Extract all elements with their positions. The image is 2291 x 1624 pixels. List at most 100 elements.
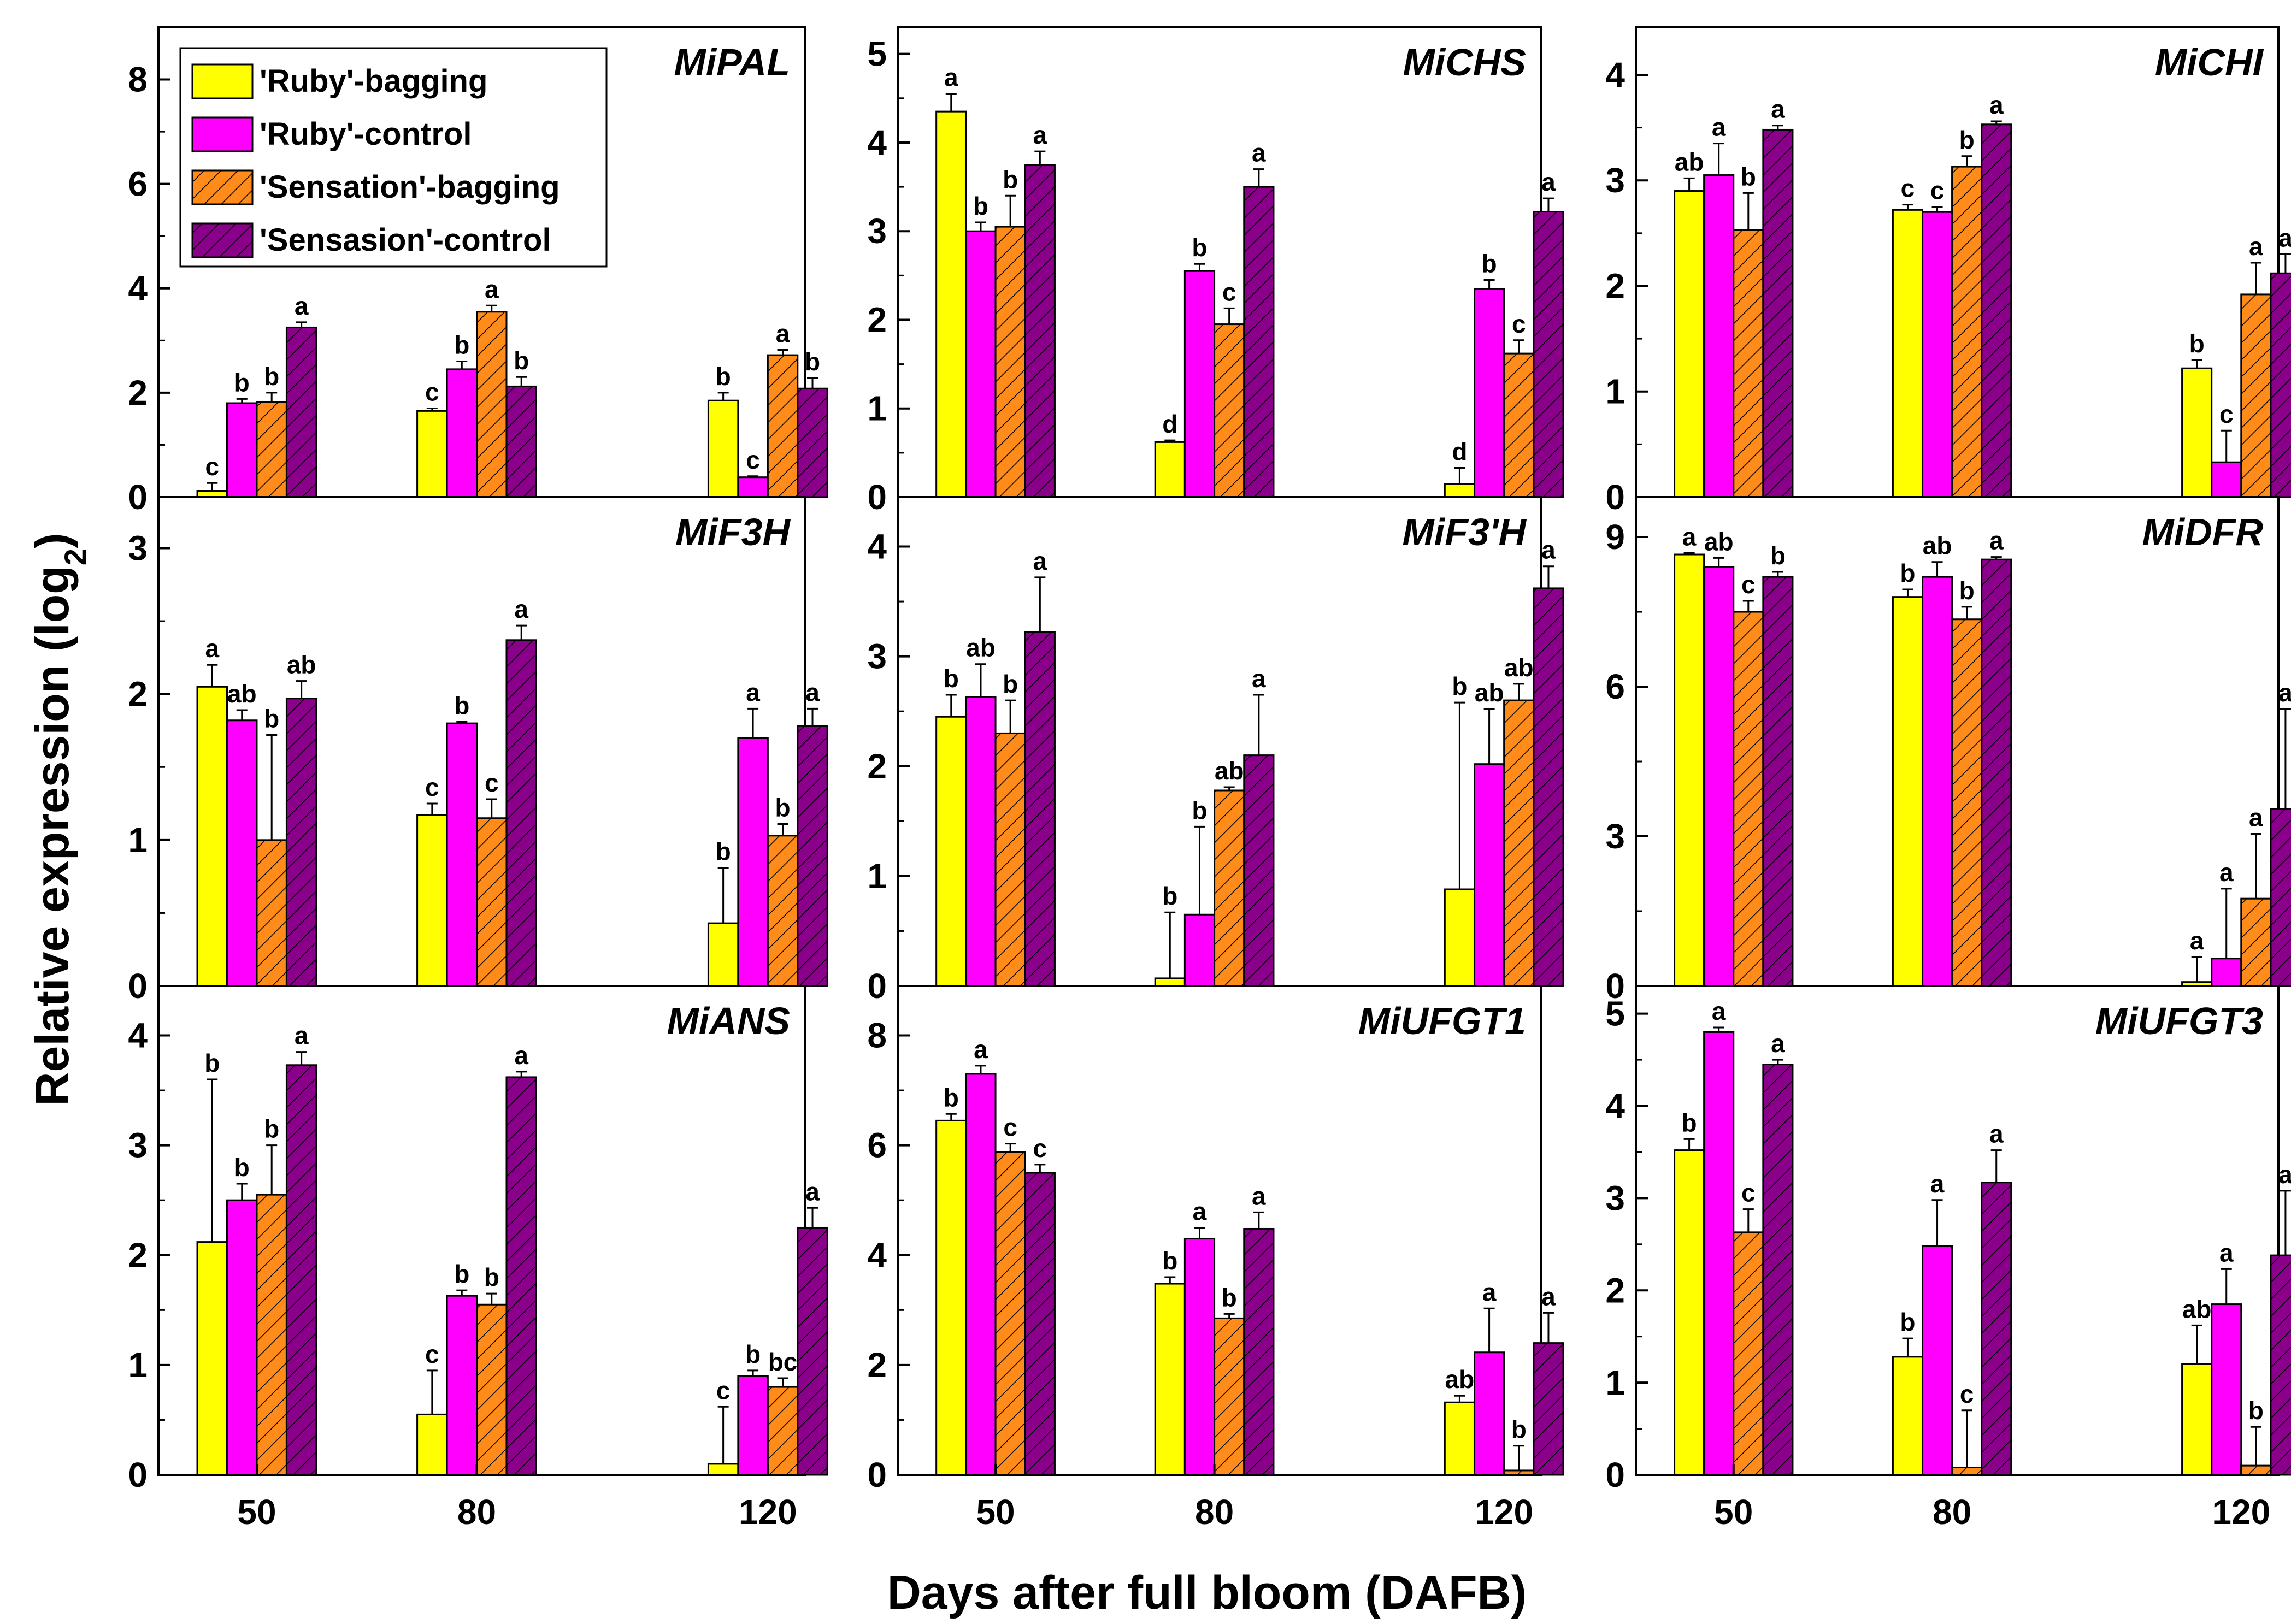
y-tick-label: 4 [1605, 55, 1625, 95]
significance-label: b [1482, 249, 1497, 277]
legend-swatch [191, 116, 254, 152]
significance-label: b [2189, 329, 2205, 358]
significance-label: ab [2182, 1295, 2212, 1323]
bar [1703, 566, 1735, 987]
significance-label: b [1222, 1283, 1237, 1312]
bar-hatch [256, 840, 287, 986]
significance-label: ab [1215, 757, 1244, 785]
significance-label: a [1252, 1182, 1266, 1210]
significance-label: c [425, 773, 439, 801]
bar-hatch [506, 386, 537, 497]
bar-hatch [1244, 1229, 1274, 1475]
y-tick-label: 0 [128, 966, 148, 1006]
significance-label: ab [1504, 653, 1534, 682]
bar [1892, 209, 1923, 498]
bar [1444, 888, 1475, 987]
bar [935, 110, 967, 498]
y-tick-label: 2 [867, 747, 887, 786]
gene-title: MiUFGT3 [2095, 1000, 2263, 1042]
x-tick-label: 80 [1195, 1492, 1234, 1532]
bar-hatch [1763, 129, 1793, 497]
significance-label: a [205, 634, 219, 663]
significance-label: a [2219, 1238, 2234, 1267]
y-tick-label: 5 [1605, 994, 1625, 1034]
bar-hatch [996, 227, 1026, 497]
bar [1444, 483, 1475, 498]
significance-label: b [454, 1260, 469, 1288]
significance-label: b [716, 362, 731, 391]
legend-label: 'Ruby'-control [260, 116, 472, 152]
bar [1183, 913, 1216, 987]
bar-hatch [1763, 577, 1793, 986]
bar [935, 1119, 967, 1476]
bar [2211, 461, 2242, 498]
y-tick-label: 1 [1605, 372, 1625, 411]
bar-hatch [1952, 619, 1982, 986]
y-tick-label: 6 [1605, 667, 1625, 706]
significance-label: a [2249, 232, 2263, 261]
bar-hatch [1214, 1318, 1244, 1475]
bar-hatch [1025, 1172, 1055, 1475]
significance-label: a [1771, 1029, 1785, 1058]
significance-label: b [1770, 541, 1786, 570]
gene-title: MiF3'H [1402, 511, 1527, 553]
bar [965, 1073, 997, 1476]
y-tick-label: 9 [1605, 517, 1625, 557]
significance-label: b [1900, 1308, 1915, 1336]
significance-label: d [1162, 410, 1177, 438]
significance-label: c [746, 446, 760, 474]
significance-label: a [1541, 536, 1556, 564]
bar-hatch [1214, 324, 1244, 497]
significance-label: b [1192, 796, 1207, 824]
bar-hatch [1981, 559, 2011, 986]
y-axis-title-close: ) [26, 533, 79, 548]
significance-label: a [295, 292, 309, 320]
significance-label: a [944, 63, 958, 92]
significance-label: b [1511, 1415, 1527, 1444]
bar-hatch [1244, 187, 1274, 498]
y-tick-label: 0 [1605, 966, 1625, 1006]
y-tick-label: 5 [867, 34, 887, 74]
significance-label: c [1901, 174, 1915, 203]
significance-label: c [2219, 400, 2234, 428]
y-axis-title-main: Relative expression (log [26, 565, 79, 1106]
y-tick-label: 2 [1605, 266, 1625, 305]
x-tick-label: 120 [2212, 1492, 2270, 1532]
gene-title: MiDFR [2142, 511, 2263, 553]
significance-label: a [485, 275, 499, 303]
significance-label: b [1959, 576, 1975, 605]
bar-hatch [286, 1065, 316, 1475]
y-tick-label: 4 [128, 269, 148, 308]
significance-label: b [1003, 670, 1018, 698]
bar [1444, 1401, 1475, 1476]
bar-hatch [768, 835, 798, 986]
significance-label: a [1541, 1282, 1556, 1310]
significance-label: a [1252, 139, 1266, 167]
legend-swatch [191, 63, 254, 99]
significance-label: c [1930, 176, 1945, 205]
bar-hatch [797, 726, 828, 986]
bar [1473, 288, 1505, 498]
y-tick-label: 2 [128, 373, 148, 412]
y-tick-label: 1 [867, 389, 887, 428]
bar-hatch [1733, 1232, 1763, 1475]
significance-label: b [514, 346, 529, 375]
significance-label: a [1930, 1170, 1945, 1198]
bar [707, 922, 739, 987]
y-tick-label: 0 [867, 1455, 887, 1495]
y-tick-label: 3 [1605, 817, 1625, 856]
bar-hatch [1733, 230, 1763, 497]
bar-hatch [1504, 353, 1534, 497]
x-axis-title: Days after full bloom (DAFB) [887, 1567, 1527, 1619]
significance-label: a [974, 1035, 988, 1064]
bar [196, 686, 228, 987]
significance-label: b [944, 664, 959, 693]
y-tick-label: 0 [867, 966, 887, 1006]
y-tick-label: 2 [867, 300, 887, 339]
legend-swatch-hatch [192, 223, 252, 257]
